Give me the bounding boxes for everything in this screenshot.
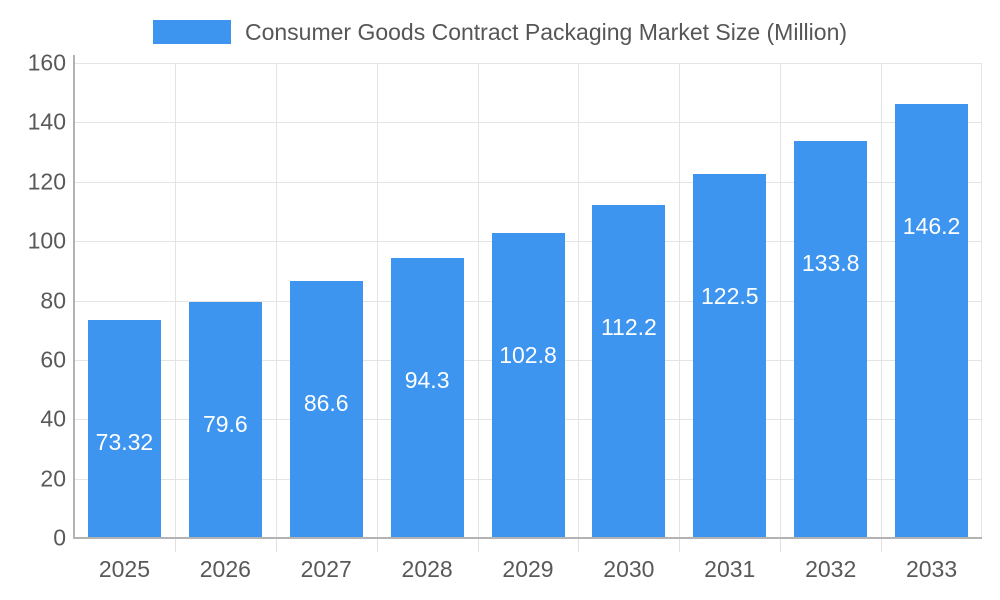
gridline-horizontal <box>74 63 982 64</box>
gridline-horizontal <box>74 122 982 124</box>
x-axis-tick-mark <box>881 539 882 552</box>
x-axis-tick-label-2030: 2030 <box>603 556 655 582</box>
y-axis-line <box>73 55 75 539</box>
x-axis-tick-mark <box>578 539 579 552</box>
x-axis-tick-labels: 2025 2026 2027 2028 2029 2030 2031 2032 2033 <box>74 558 982 590</box>
bar-2025[interactable] <box>88 320 161 538</box>
y-axis-tick-label: 80 <box>40 287 66 313</box>
x-axis-tick-mark <box>276 539 277 552</box>
gridline-horizontal <box>74 181 982 183</box>
bar-2030[interactable] <box>592 204 665 538</box>
y-axis-tick-label: 60 <box>40 346 66 373</box>
x-axis-tick-label-2029: 2029 <box>502 556 554 582</box>
bar-2032[interactable] <box>794 140 867 538</box>
x-axis-tick-label-2032: 2032 <box>805 556 857 582</box>
bar-2033[interactable] <box>895 103 968 538</box>
x-axis-tick-label-2027: 2027 <box>300 556 352 582</box>
x-axis-line <box>73 537 982 539</box>
legend-label[interactable]: Consumer Goods Contract Packaging Market… <box>244 18 848 45</box>
x-axis-tick-label-2026: 2026 <box>199 556 251 582</box>
y-axis-tick-label: 0 <box>53 524 66 551</box>
y-axis-tick-label: 20 <box>40 465 66 492</box>
gridline-vertical <box>981 63 982 538</box>
x-axis-tick-mark <box>478 539 479 552</box>
gridline-vertical <box>578 63 579 538</box>
gridline-vertical <box>478 63 479 538</box>
y-axis-tick-label: 100 <box>27 227 66 254</box>
gridline-vertical <box>377 63 378 538</box>
y-axis-tick-label: 40 <box>40 405 66 432</box>
bar-2026[interactable] <box>189 301 262 538</box>
y-axis-tick-label: 160 <box>27 49 66 76</box>
x-axis-tick-mark <box>175 539 176 552</box>
x-axis-tick-mark <box>780 539 781 552</box>
bar-2027[interactable] <box>290 280 363 538</box>
x-axis-tick-label-2033: 2033 <box>905 556 958 582</box>
gridline-vertical <box>276 63 277 538</box>
x-axis-tick-label-2028: 2028 <box>401 556 453 582</box>
plot-area: 73.32 79.6 86.6 94.3 102.8 112.2 122.5 133.8 146… <box>74 63 982 539</box>
gridline-vertical <box>780 63 781 538</box>
bar-2028[interactable] <box>391 258 464 538</box>
bar-2029[interactable] <box>492 232 565 538</box>
chart-legend: Consumer Goods Contract Packaging Market… <box>0 14 1000 50</box>
y-axis-tick-label: 120 <box>27 168 66 195</box>
y-axis-tick-label: 140 <box>27 108 66 135</box>
x-axis-tick-mark <box>377 539 378 552</box>
gridline-vertical <box>679 63 680 538</box>
gridline-vertical <box>881 63 882 538</box>
x-axis-tick-label-2025: 2025 <box>98 556 151 582</box>
x-axis-tick-label-2031: 2031 <box>704 556 756 582</box>
gridline-vertical <box>175 63 176 538</box>
legend-color-swatch <box>152 20 231 44</box>
y-axis-tick-labels: 0 20 40 60 80 100 120 140 160 <box>0 51 66 549</box>
x-axis-tick-mark <box>679 539 680 552</box>
bar-2031[interactable] <box>693 174 766 538</box>
